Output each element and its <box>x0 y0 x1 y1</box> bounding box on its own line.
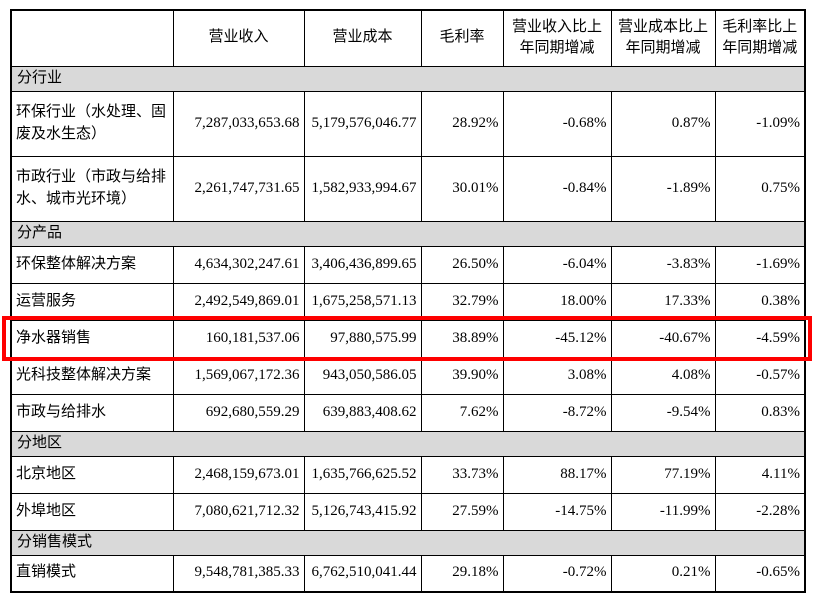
row-value: 0.21% <box>610 554 716 593</box>
row-value: 1,635,766,625.52 <box>303 455 422 494</box>
row-value: 160,181,537.06 <box>172 319 305 358</box>
table-row: 北京地区 2,468,159,673.01 1,635,766,625.52 33.7… <box>10 455 806 494</box>
header-cost: 营业成本 <box>303 9 422 67</box>
row-value: 97,880,575.99 <box>303 319 422 358</box>
row-value: -45.12% <box>502 319 612 358</box>
row-label: 市政行业（市政与给排水、城市光环境） <box>10 155 174 222</box>
row-value: 30.01% <box>420 155 504 222</box>
row-value: 0.75% <box>714 155 806 222</box>
table-row: 市政行业（市政与给排水、城市光环境） 2,261,747,731.65 1,582,… <box>10 155 806 222</box>
row-value: -0.65% <box>714 554 806 593</box>
row-value: -1.89% <box>610 155 716 222</box>
row-value: 18.00% <box>502 282 612 321</box>
row-label: 光科技整体解决方案 <box>10 356 174 395</box>
row-value: 4.11% <box>714 455 806 494</box>
row-value: 28.92% <box>420 90 504 157</box>
row-value: -3.83% <box>610 245 716 284</box>
row-value: 33.73% <box>420 455 504 494</box>
header-gross-margin: 毛利率 <box>420 9 504 67</box>
row-value: 1,582,933,994.67 <box>303 155 422 222</box>
row-value: 3.08% <box>502 356 612 395</box>
row-value: -1.69% <box>714 245 806 284</box>
row-value: -8.72% <box>502 393 612 432</box>
row-value: 2,261,747,731.65 <box>172 155 305 222</box>
row-value: 7.62% <box>420 393 504 432</box>
header-cost-yoy: 营业成本比上年同期增减 <box>610 9 716 67</box>
section-title: 分销售模式 <box>10 529 806 556</box>
row-label: 外埠地区 <box>10 492 174 531</box>
row-value: 4.08% <box>610 356 716 395</box>
row-label: 市政与给排水 <box>10 393 174 432</box>
row-value: 2,468,159,673.01 <box>172 455 305 494</box>
row-value: 17.33% <box>610 282 716 321</box>
row-value: 5,179,576,046.77 <box>303 90 422 157</box>
header-revenue: 营业收入 <box>172 9 305 67</box>
row-value: -0.72% <box>502 554 612 593</box>
row-value: 7,287,033,653.68 <box>172 90 305 157</box>
row-value: -0.57% <box>714 356 806 395</box>
row-value: 1,675,258,571.13 <box>303 282 422 321</box>
section-header-row: 分行业 <box>10 65 806 92</box>
row-value: 692,680,559.29 <box>172 393 305 432</box>
row-value: 32.79% <box>420 282 504 321</box>
row-value: 2,492,549,869.01 <box>172 282 305 321</box>
header-revenue-yoy: 营业收入比上年同期增减 <box>502 9 612 67</box>
row-value: 77.19% <box>610 455 716 494</box>
table-header-row: 营业收入 营业成本 毛利率 营业收入比上年同期增减 营业成本比上年同期增减 毛利… <box>10 9 806 67</box>
highlighted-row: 净水器销售 160,181,537.06 97,880,575.99 38.89% -4… <box>10 319 806 358</box>
table-row: 环保整体解决方案 4,634,302,247.61 3,406,436,899.65… <box>10 245 806 284</box>
row-label: 直销模式 <box>10 554 174 593</box>
row-value: 39.90% <box>420 356 504 395</box>
row-value: 0.87% <box>610 90 716 157</box>
header-margin-yoy: 毛利率比上年同期增减 <box>714 9 806 67</box>
section-title: 分行业 <box>10 65 806 92</box>
section-header-row: 分产品 <box>10 220 806 247</box>
row-label: 环保行业（水处理、固废及水生态） <box>10 90 174 157</box>
row-value: 7,080,621,712.32 <box>172 492 305 531</box>
table-row: 环保行业（水处理、固废及水生态） 7,287,033,653.68 5,179,57… <box>10 90 806 157</box>
row-value: -4.59% <box>714 319 806 358</box>
section-header-row: 分地区 <box>10 430 806 457</box>
row-value: 27.59% <box>420 492 504 531</box>
row-value: 943,050,586.05 <box>303 356 422 395</box>
section-title: 分产品 <box>10 220 806 247</box>
row-value: -6.04% <box>502 245 612 284</box>
row-value: -40.67% <box>610 319 716 358</box>
table-row: 外埠地区 7,080,621,712.32 5,126,743,415.92 27.5… <box>10 492 806 531</box>
row-value: 1,569,067,172.36 <box>172 356 305 395</box>
row-value: 5,126,743,415.92 <box>303 492 422 531</box>
row-value: 88.17% <box>502 455 612 494</box>
row-value: -0.68% <box>502 90 612 157</box>
section-title: 分地区 <box>10 430 806 457</box>
header-empty-cell <box>10 9 174 67</box>
row-label: 环保整体解决方案 <box>10 245 174 284</box>
row-value: 6,762,510,041.44 <box>303 554 422 593</box>
row-value: -0.84% <box>502 155 612 222</box>
row-value: -9.54% <box>610 393 716 432</box>
row-value: 0.38% <box>714 282 806 321</box>
row-value: 29.18% <box>420 554 504 593</box>
section-header-row: 分销售模式 <box>10 529 806 556</box>
table-row: 市政与给排水 692,680,559.29 639,883,408.62 7.62% -… <box>10 393 806 432</box>
table-row: 光科技整体解决方案 1,569,067,172.36 943,050,586.05 3… <box>10 356 806 395</box>
table-row: 直销模式 9,548,781,385.33 6,762,510,041.44 29.1… <box>10 554 806 593</box>
row-label: 净水器销售 <box>10 319 174 358</box>
row-label: 运营服务 <box>10 282 174 321</box>
row-value: 4,634,302,247.61 <box>172 245 305 284</box>
table-body: 分行业 环保行业（水处理、固废及水生态） 7,287,033,653.68 5,179… <box>10 65 806 593</box>
row-value: 0.83% <box>714 393 806 432</box>
row-value: 9,548,781,385.33 <box>172 554 305 593</box>
financial-breakdown-table: 营业收入 营业成本 毛利率 营业收入比上年同期增减 营业成本比上年同期增减 毛利… <box>10 9 806 593</box>
row-value: -14.75% <box>502 492 612 531</box>
table-row: 运营服务 2,492,549,869.01 1,675,258,571.13 32.7… <box>10 282 806 321</box>
row-label: 北京地区 <box>10 455 174 494</box>
row-value: -2.28% <box>714 492 806 531</box>
row-value: -1.09% <box>714 90 806 157</box>
row-value: -11.99% <box>610 492 716 531</box>
row-value: 26.50% <box>420 245 504 284</box>
row-value: 639,883,408.62 <box>303 393 422 432</box>
row-value: 3,406,436,899.65 <box>303 245 422 284</box>
row-value: 38.89% <box>420 319 504 358</box>
